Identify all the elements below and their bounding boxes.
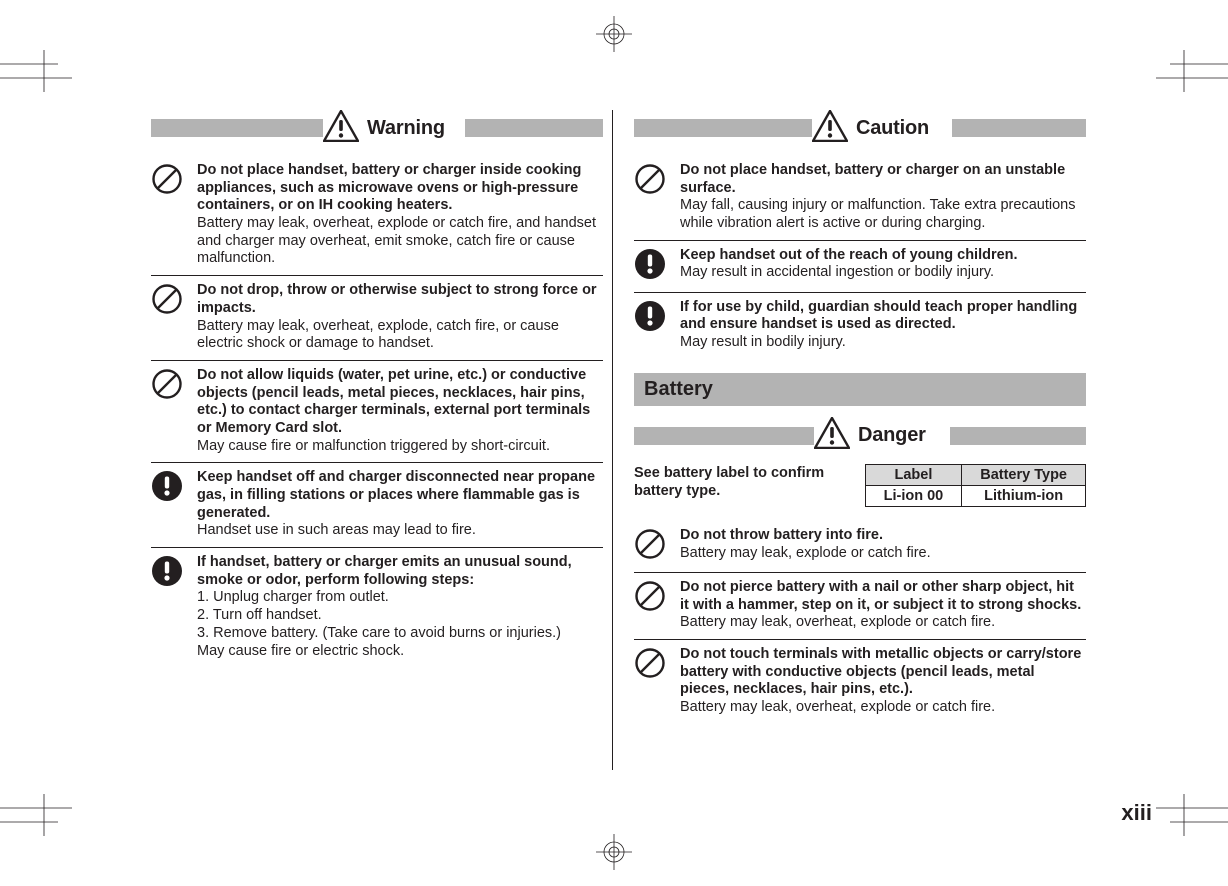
item-bold-text: Do not drop, throw or otherwise subject … — [197, 282, 603, 317]
safety-item: Keep handset off and charger disconnecte… — [151, 463, 603, 548]
safety-item: Do not throw battery into fire.Battery m… — [634, 521, 1086, 573]
battery-section-title: Battery — [634, 373, 1086, 406]
band-bg — [634, 427, 814, 445]
right-column: Caution Do not place handset, battery or… — [634, 110, 1086, 770]
item-step: 1. Unplug charger from outlet. — [197, 589, 603, 607]
table-cell: Li-ion 00 — [865, 485, 962, 506]
item-text: Handset use in such areas may lead to fi… — [197, 522, 603, 540]
item-step: 2. Turn off handset. — [197, 607, 603, 625]
safety-item: Do not touch terminals with metallic obj… — [634, 640, 1086, 724]
battery-note: See battery label to confirm battery typ… — [634, 464, 845, 500]
band-bg — [952, 119, 1086, 137]
item-step: 3. Remove battery. (Take care to avoid b… — [197, 625, 603, 643]
item-bold-text: Keep handset off and charger disconnecte… — [197, 469, 603, 522]
item-text: May result in accidental ingestion or bo… — [680, 264, 1086, 282]
item-bold-text: If handset, battery or charger emits an … — [197, 554, 603, 589]
item-text: Battery may leak, overheat, explode, cat… — [197, 318, 603, 353]
band-bg — [151, 119, 323, 137]
item-bold-text: Do not touch terminals with metallic obj… — [680, 646, 1086, 699]
prohibit-icon — [151, 282, 197, 353]
prohibit-icon — [634, 579, 680, 632]
prohibit-icon — [151, 162, 197, 268]
warning-band: Warning — [151, 110, 603, 146]
caution-triangle-icon — [812, 110, 848, 147]
item-text: Battery may leak, explode or catch fire. — [680, 545, 1086, 563]
mandatory-icon — [151, 554, 197, 660]
item-text: May cause fire or malfunction triggered … — [197, 438, 603, 456]
safety-item: Do not place handset, battery or charger… — [634, 156, 1086, 241]
safety-item: Do not place handset, battery or charger… — [151, 156, 603, 276]
battery-type-row: See battery label to confirm battery typ… — [634, 464, 1086, 507]
safety-item: Do not pierce battery with a nail or oth… — [634, 573, 1086, 640]
mandatory-icon — [634, 247, 680, 285]
battery-type-table: Label Battery Type Li-ion 00 Lithium-ion — [865, 464, 1086, 507]
item-bold-text: Do not place handset, battery or charger… — [197, 162, 603, 215]
left-column: Warning Do not place handset, battery or… — [151, 110, 603, 770]
band-bg — [465, 119, 603, 137]
page-content: Warning Do not place handset, battery or… — [151, 110, 1086, 770]
item-text: Battery may leak, overheat, explode or c… — [680, 699, 1086, 717]
item-text: May cause fire or electric shock. — [197, 643, 603, 661]
band-bg — [950, 427, 1086, 445]
warning-items: Do not place handset, battery or charger… — [151, 156, 603, 667]
mandatory-icon — [151, 469, 197, 540]
table-head: Label — [865, 464, 962, 485]
item-bold-text: Do not pierce battery with a nail or oth… — [680, 579, 1086, 614]
item-bold-text: Do not place handset, battery or charger… — [680, 162, 1086, 197]
danger-triangle-icon — [814, 417, 850, 454]
safety-item: Keep handset out of the reach of young c… — [634, 241, 1086, 293]
band-title: Warning — [367, 117, 445, 140]
item-text: May result in bodily injury. — [680, 334, 1086, 352]
item-bold-text: Do not allow liquids (water, pet urine, … — [197, 367, 603, 438]
safety-item: Do not allow liquids (water, pet urine, … — [151, 361, 603, 463]
item-text: Battery may leak, overheat, explode or c… — [197, 215, 603, 268]
band-title: Caution — [856, 117, 929, 140]
item-bold-text: If for use by child, guardian should tea… — [680, 299, 1086, 334]
table-cell: Lithium-ion — [962, 485, 1086, 506]
warning-triangle-icon — [323, 110, 359, 147]
item-bold-text: Keep handset out of the reach of young c… — [680, 247, 1086, 265]
page-number: xiii — [1121, 800, 1152, 826]
safety-item: Do not drop, throw or otherwise subject … — [151, 276, 603, 361]
item-text: May fall, causing injury or malfunction.… — [680, 197, 1086, 232]
item-bold-text: Do not throw battery into fire. — [680, 527, 1086, 545]
danger-band: Danger — [634, 418, 1086, 454]
prohibit-icon — [634, 527, 680, 565]
prohibit-icon — [151, 367, 197, 455]
column-divider — [612, 110, 613, 770]
prohibit-icon — [634, 646, 680, 717]
safety-item: If handset, battery or charger emits an … — [151, 548, 603, 667]
band-bg — [634, 119, 812, 137]
caution-band: Caution — [634, 110, 1086, 146]
band-title: Danger — [858, 424, 926, 447]
caution-items: Do not place handset, battery or charger… — [634, 156, 1086, 359]
danger-items: Do not throw battery into fire.Battery m… — [634, 521, 1086, 724]
prohibit-icon — [634, 162, 680, 233]
safety-item: If for use by child, guardian should tea… — [634, 293, 1086, 359]
item-text: Battery may leak, overheat, explode or c… — [680, 614, 1086, 632]
mandatory-icon — [634, 299, 680, 352]
table-head: Battery Type — [962, 464, 1086, 485]
